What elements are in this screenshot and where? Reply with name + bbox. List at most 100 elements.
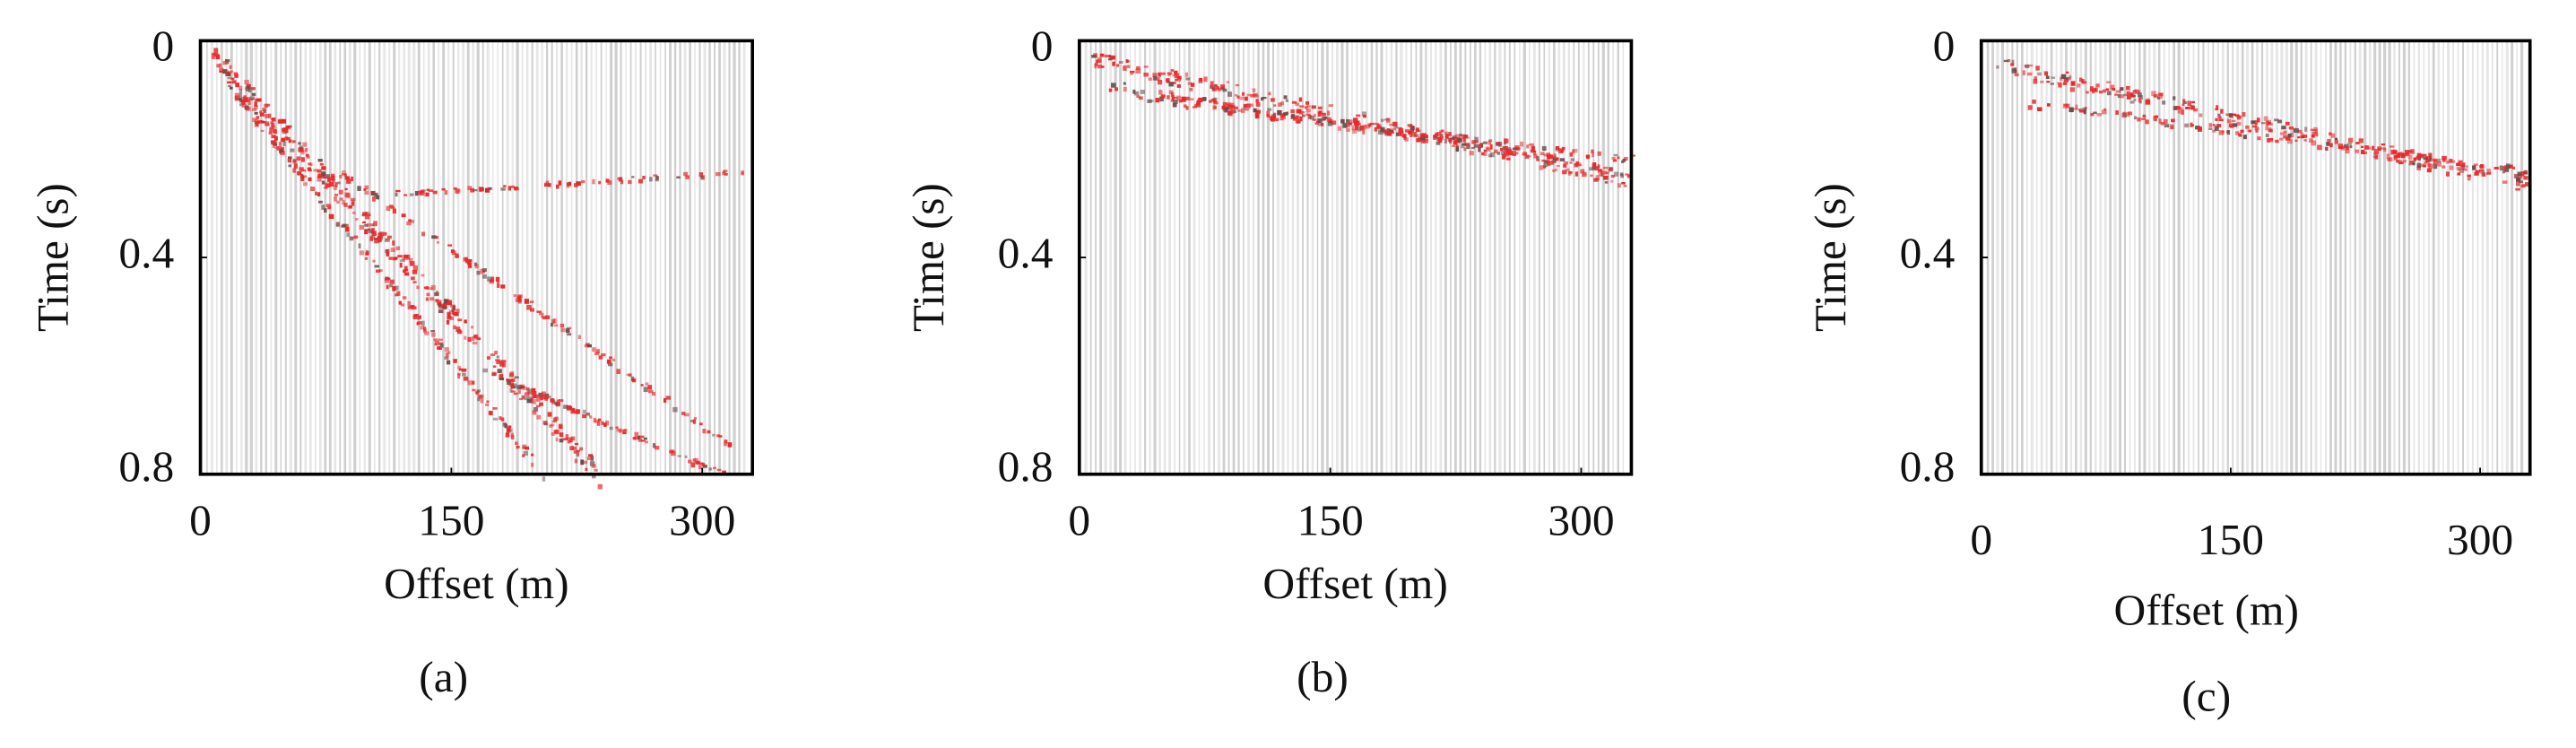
wavelet xyxy=(1123,86,1127,92)
wavelet xyxy=(2212,129,2216,133)
wavelet xyxy=(271,141,276,145)
wavelet xyxy=(1512,147,1518,151)
wavelet xyxy=(592,178,595,185)
wavelet xyxy=(2098,90,2103,94)
wavelet xyxy=(1262,96,1267,100)
wavelet xyxy=(2514,174,2519,178)
wavelet xyxy=(239,103,244,107)
wavelet xyxy=(1172,102,1177,108)
wavelet xyxy=(542,421,548,425)
wavelet xyxy=(1619,172,1624,177)
wavelet xyxy=(690,462,696,468)
wavelet xyxy=(216,64,221,68)
wavelet xyxy=(1213,106,1217,109)
wavelet xyxy=(568,181,572,185)
wavelet xyxy=(431,235,437,239)
wavelet xyxy=(1414,131,1418,137)
wavelet xyxy=(2137,90,2141,94)
wavelet xyxy=(544,315,551,319)
wavelet xyxy=(692,419,697,424)
wavelet xyxy=(2229,126,2234,128)
wavelet xyxy=(1543,163,1548,168)
wavelet xyxy=(530,453,534,457)
wavelet xyxy=(566,404,571,411)
wavelet xyxy=(2078,77,2083,83)
wavelet xyxy=(364,185,369,190)
wavelet xyxy=(2402,160,2407,163)
wavelet xyxy=(254,105,258,110)
wavelet xyxy=(1291,100,1297,104)
wavelet xyxy=(1592,162,1597,168)
wavelet xyxy=(257,120,263,124)
wavelet xyxy=(1214,83,1218,87)
wavelet xyxy=(492,406,498,410)
wavelet xyxy=(363,187,367,191)
wavelet xyxy=(2303,126,2308,132)
wavelet xyxy=(554,401,558,405)
wavelet xyxy=(1631,154,1636,157)
wavelet xyxy=(632,437,637,440)
wavelet xyxy=(1581,174,1587,178)
wavelet xyxy=(1160,72,1167,75)
wavelet xyxy=(2296,129,2303,134)
wavelet xyxy=(395,189,401,193)
wavelet xyxy=(449,316,455,320)
wavelet xyxy=(2337,146,2344,150)
wavelet xyxy=(1296,116,1301,120)
wavelet xyxy=(2228,123,2233,128)
wavelet xyxy=(2110,84,2115,90)
wavelet xyxy=(2405,150,2410,155)
wavelet xyxy=(555,437,559,442)
wavelet xyxy=(1178,100,1183,103)
wavelet xyxy=(2363,151,2368,154)
wavelet xyxy=(219,67,224,73)
wavelet xyxy=(2285,121,2290,126)
wavelet xyxy=(1471,140,1477,144)
wavelet xyxy=(586,457,592,461)
wavelet xyxy=(273,135,278,141)
y-tick-label: 0.4 xyxy=(1900,229,1956,278)
wavelet xyxy=(559,439,564,443)
wavelet xyxy=(1604,181,1609,184)
wavelet xyxy=(1580,169,1585,174)
wavelet xyxy=(1347,124,1351,128)
x-tick-label: 300 xyxy=(669,496,735,545)
wavelet xyxy=(433,338,438,342)
wavelet xyxy=(1546,152,1550,157)
wavelet xyxy=(1448,132,1452,136)
wavelet xyxy=(1182,96,1185,102)
wavelet xyxy=(2285,136,2291,141)
wavelet xyxy=(444,356,449,360)
wavelet xyxy=(549,424,553,428)
x-tick-label: 0 xyxy=(189,496,212,545)
wavelet xyxy=(333,185,337,191)
wavelet xyxy=(2389,157,2393,162)
wavelet xyxy=(479,394,484,398)
wavelet xyxy=(1246,93,1252,97)
wavelet xyxy=(1567,170,1572,176)
wavelet xyxy=(1356,114,1361,117)
wavelet xyxy=(392,208,396,214)
wavelet xyxy=(1268,91,1271,96)
wavelet xyxy=(1512,153,1517,156)
wavelet xyxy=(2508,165,2513,169)
wavelet xyxy=(532,391,537,396)
wavelet xyxy=(2448,161,2453,163)
wavelet xyxy=(1126,65,1131,69)
wavelet xyxy=(716,434,721,438)
wavelet xyxy=(1332,120,1337,126)
wavelet xyxy=(2499,165,2503,171)
wavelet xyxy=(1451,144,1455,147)
wavelet xyxy=(344,176,350,180)
wavelet xyxy=(499,374,504,380)
wavelet xyxy=(2208,123,2213,127)
wavelet xyxy=(2122,111,2126,117)
wavelet xyxy=(1104,54,1109,58)
wavelet xyxy=(243,97,248,103)
wavelet xyxy=(432,190,438,195)
wavelet xyxy=(317,159,323,162)
wavelet xyxy=(457,318,463,322)
wavelet xyxy=(1554,168,1558,171)
wavelet xyxy=(288,139,292,143)
wavelet xyxy=(449,309,454,315)
